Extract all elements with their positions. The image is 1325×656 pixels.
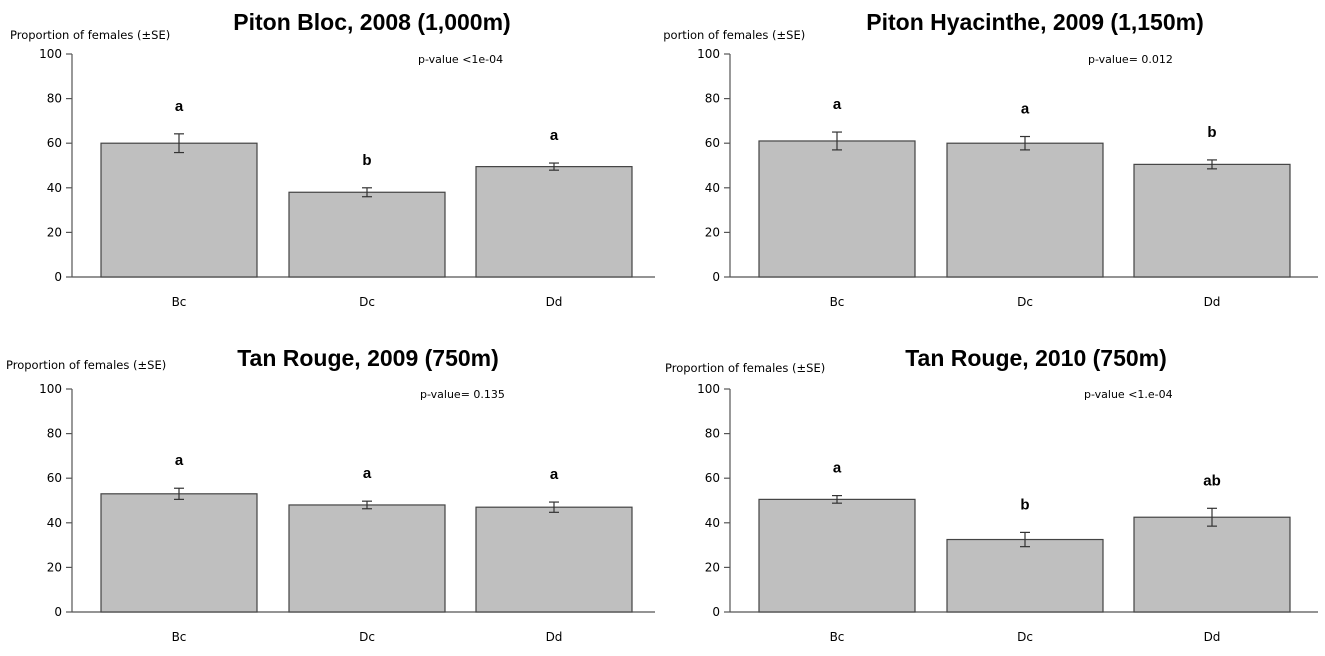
significance-letter: a — [175, 452, 184, 469]
chart-panel-piton-bloc-2008: Piton Bloc, 2008 (1,000m) Proportion of … — [0, 0, 662, 322]
y-tick-label: 60 — [47, 471, 62, 485]
bar-dd — [1134, 164, 1290, 277]
bar-dc — [947, 540, 1103, 612]
bar-bc — [759, 499, 915, 612]
bar-dc — [289, 505, 445, 612]
chart-title: Tan Rouge, 2010 (750m) — [905, 345, 1167, 371]
x-category-label: Dc — [359, 630, 375, 644]
bar-bc — [759, 141, 915, 277]
p-value-label: p-value <1e-04 — [418, 53, 503, 66]
y-axis-label: Proportion of females (±SE) — [6, 358, 166, 372]
y-tick-label: 40 — [47, 516, 62, 530]
y-tick-label: 100 — [697, 382, 720, 396]
y-axis-label: Proportion of females (±SE) — [663, 28, 805, 42]
significance-letter: a — [1021, 101, 1030, 118]
y-tick-label: 20 — [705, 225, 720, 239]
x-category-label: Dc — [359, 295, 375, 309]
p-value-label: p-value= 0.135 — [420, 388, 505, 401]
significance-letter: a — [550, 466, 559, 483]
y-tick-label: 20 — [47, 560, 62, 574]
y-tick-label: 80 — [47, 92, 62, 106]
x-category-label: Bc — [830, 630, 845, 644]
chart-panel-tan-rouge-2009: Tan Rouge, 2009 (750m) Proportion of fem… — [0, 334, 662, 656]
bar-dc — [947, 143, 1103, 277]
y-tick-label: 0 — [54, 605, 62, 619]
y-tick-label: 20 — [705, 560, 720, 574]
y-tick-label: 0 — [712, 605, 720, 619]
y-tick-label: 80 — [705, 92, 720, 106]
y-tick-label: 60 — [705, 136, 720, 150]
significance-letter: a — [550, 127, 559, 144]
x-category-label: Dd — [546, 295, 563, 309]
y-tick-label: 20 — [47, 225, 62, 239]
p-value-label: p-value= 0.012 — [1088, 53, 1173, 66]
y-axis-label: Proportion of females (±SE) — [10, 28, 170, 42]
bar-chart: Tan Rouge, 2009 (750m) Proportion of fem… — [0, 334, 662, 656]
x-category-label: Dd — [546, 630, 563, 644]
x-category-label: Bc — [172, 295, 187, 309]
bar-bc — [101, 143, 257, 277]
y-tick-label: 100 — [39, 47, 62, 61]
chart-panel-tan-rouge-2010: Tan Rouge, 2010 (750m) Proportion of fem… — [663, 334, 1325, 656]
x-category-label: Bc — [172, 630, 187, 644]
y-tick-label: 60 — [705, 471, 720, 485]
significance-letter: b — [1020, 496, 1029, 513]
y-tick-label: 40 — [705, 516, 720, 530]
bar-chart: Piton Hyacinthe, 2009 (1,150m) Proportio… — [663, 0, 1325, 322]
chart-title: Piton Bloc, 2008 (1,000m) — [233, 9, 510, 35]
chart-title: Tan Rouge, 2009 (750m) — [237, 345, 499, 371]
x-category-label: Dd — [1204, 630, 1221, 644]
significance-letter: b — [362, 152, 371, 169]
bar-dd — [476, 167, 632, 277]
significance-letter: a — [833, 460, 842, 477]
p-value-label: p-value <1.e-04 — [1084, 388, 1173, 401]
bar-dd — [1134, 517, 1290, 612]
x-category-label: Dd — [1204, 295, 1221, 309]
bar-chart: Tan Rouge, 2010 (750m) Proportion of fem… — [663, 334, 1325, 656]
bar-bc — [101, 494, 257, 612]
significance-letter: a — [363, 465, 372, 482]
y-tick-label: 80 — [705, 427, 720, 441]
significance-letter: a — [833, 96, 842, 113]
y-tick-label: 0 — [54, 270, 62, 284]
y-tick-label: 60 — [47, 136, 62, 150]
x-category-label: Dc — [1017, 295, 1033, 309]
y-tick-label: 80 — [47, 427, 62, 441]
y-axis-label: Proportion of females (±SE) — [665, 361, 825, 375]
bar-chart: Piton Bloc, 2008 (1,000m) Proportion of … — [0, 0, 662, 322]
y-tick-label: 100 — [39, 382, 62, 396]
chart-title: Piton Hyacinthe, 2009 (1,150m) — [866, 9, 1203, 35]
y-tick-label: 40 — [705, 181, 720, 195]
chart-panel-piton-hyacinthe-2009: Piton Hyacinthe, 2009 (1,150m) Proportio… — [663, 0, 1325, 322]
y-tick-label: 0 — [712, 270, 720, 284]
significance-letter: a — [175, 98, 184, 115]
bar-dd — [476, 507, 632, 612]
x-category-label: Bc — [830, 295, 845, 309]
significance-letter: b — [1207, 124, 1216, 141]
y-tick-label: 100 — [697, 47, 720, 61]
x-category-label: Dc — [1017, 630, 1033, 644]
y-tick-label: 40 — [47, 181, 62, 195]
significance-letter: ab — [1203, 472, 1221, 489]
bar-dc — [289, 192, 445, 277]
